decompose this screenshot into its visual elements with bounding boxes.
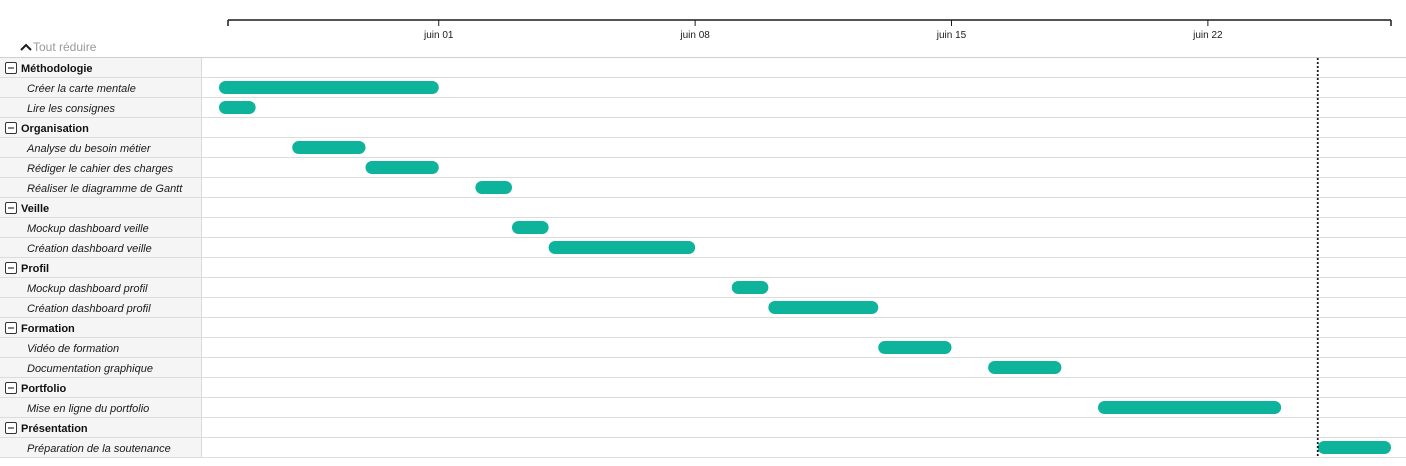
collapse-all-label: Tout réduire [33,40,97,54]
task-bar[interactable] [878,341,952,354]
group-row-bg [0,198,201,218]
group-label[interactable]: Méthodologie [21,63,93,75]
chevron-up-icon [20,43,32,51]
task-bar[interactable] [731,281,769,294]
task-row-bg [0,398,201,418]
task-bar[interactable] [1317,441,1391,454]
task-bar[interactable] [512,221,549,234]
group-row-bg [0,118,201,138]
task-row-bg [0,278,201,298]
task-label[interactable]: Documentation graphique [27,363,153,375]
task-row-bg [0,138,201,158]
task-label[interactable]: Réaliser le diagramme de Gantt [27,183,183,195]
task-label[interactable]: Lire les consignes [27,103,116,115]
task-bar[interactable] [988,361,1062,374]
task-row-bg [0,238,201,258]
time-axis-tick-label: juin 15 [936,30,967,41]
task-bar[interactable] [1098,401,1282,414]
task-bar[interactable] [219,101,256,114]
group-label[interactable]: Portfolio [21,383,66,395]
task-bar[interactable] [292,141,366,154]
group-label[interactable]: Profil [21,263,49,275]
task-row-bg [0,358,201,378]
group-row-bg [0,318,201,338]
task-row-bg [0,178,201,198]
task-row-bg [0,438,201,458]
collapse-all-button[interactable]: Tout réduire [19,38,96,56]
task-bar[interactable] [365,161,439,174]
task-label[interactable]: Mise en ligne du portfolio [27,403,149,415]
task-label[interactable]: Analyse du besoin métier [26,143,152,155]
task-label[interactable]: Préparation de la soutenance [27,443,171,455]
task-bar[interactable] [768,301,879,314]
task-bar[interactable] [475,181,512,194]
task-label[interactable]: Rédiger le cahier des charges [27,163,174,175]
group-row-bg [0,258,201,278]
group-row-bg [0,418,201,438]
task-label[interactable]: Mockup dashboard veille [27,223,149,235]
group-label[interactable]: Formation [21,323,75,335]
task-bar[interactable] [219,81,439,94]
task-row-bg [0,298,201,318]
group-label[interactable]: Veille [21,203,49,215]
task-row-bg [0,158,201,178]
task-label[interactable]: Création dashboard veille [27,243,152,255]
group-row-bg [0,378,201,398]
task-bar[interactable] [548,241,696,254]
task-label[interactable]: Créer la carte mentale [27,83,136,95]
time-axis-tick-label: juin 22 [1192,30,1223,41]
task-row-bg [0,338,201,358]
group-label[interactable]: Présentation [21,423,88,435]
task-label[interactable]: Vidéo de formation [27,343,119,355]
time-axis-tick-label: juin 01 [423,30,454,41]
task-label[interactable]: Mockup dashboard profil [27,283,148,295]
task-row-bg [0,78,201,98]
group-label[interactable]: Organisation [21,123,89,135]
task-label[interactable]: Création dashboard profil [27,303,151,315]
task-row-bg [0,98,201,118]
time-axis-tick-label: juin 08 [679,30,710,41]
group-row-bg [0,58,201,78]
task-row-bg [0,218,201,238]
